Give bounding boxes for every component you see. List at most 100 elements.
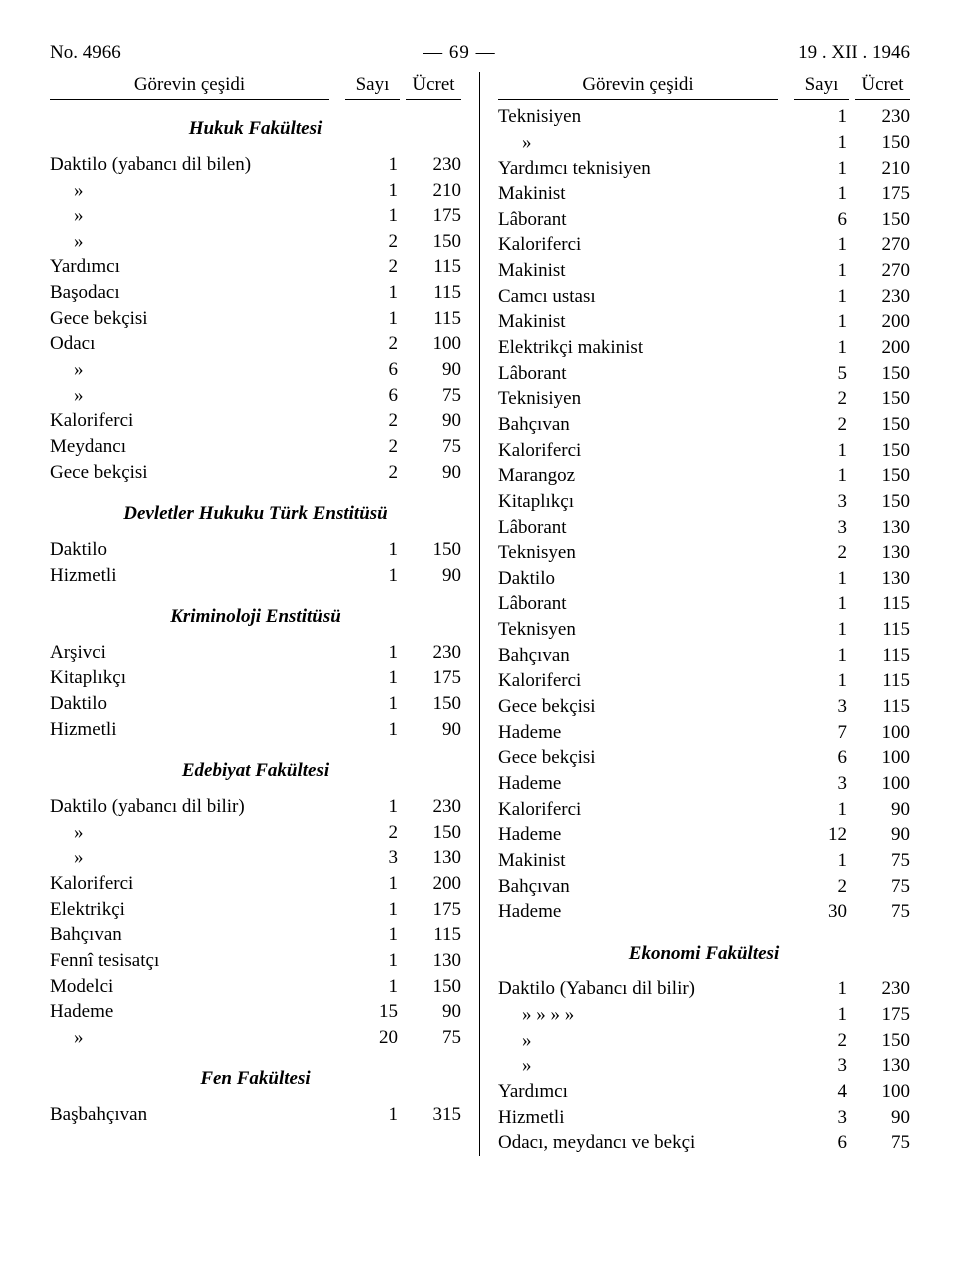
table-row: »690	[50, 357, 461, 383]
row-sayi: 3	[797, 771, 855, 797]
row-sayi: 1	[348, 537, 406, 563]
row-sayi: 1	[797, 181, 855, 207]
row-ucret: 315	[406, 1102, 461, 1128]
row-ucret: 75	[855, 848, 910, 874]
row-ucret: 75	[406, 434, 461, 460]
row-ucret: 90	[406, 717, 461, 743]
row-name: Daktilo	[50, 537, 348, 563]
row-sayi: 3	[797, 694, 855, 720]
row-ucret: 150	[855, 386, 910, 412]
table-row: Daktilo1150	[50, 691, 461, 717]
row-name: Makinist	[498, 258, 797, 284]
row-name: Hademe	[498, 720, 797, 746]
row-name: Hizmetli	[498, 1105, 797, 1131]
table-row: »1210	[50, 178, 461, 204]
table-row: Bahçıvan2150	[498, 412, 910, 438]
left-column-head: Görevin çeşidi Sayı Ücret	[50, 72, 461, 101]
row-ucret: 150	[406, 820, 461, 846]
row-sayi: 3	[348, 845, 406, 871]
table-row: Daktilo1150	[50, 537, 461, 563]
table-row: Odacı, meydancı ve bekçi675	[498, 1130, 910, 1156]
doc-date: 19 . XII . 1946	[798, 40, 910, 66]
row-ucret: 115	[855, 617, 910, 643]
row-sayi: 1	[348, 640, 406, 666]
row-sayi: 4	[797, 1079, 855, 1105]
table-row: Başbahçıvan1315	[50, 1102, 461, 1128]
table-row: Makinist1270	[498, 258, 910, 284]
col-head-ucret: Ücret	[855, 72, 910, 101]
row-ucret: 150	[855, 412, 910, 438]
row-sayi: 1	[797, 591, 855, 617]
row-name: Hademe	[50, 999, 348, 1025]
row-ucret: 210	[406, 178, 461, 204]
table-row: Meydancı275	[50, 434, 461, 460]
table-row: Hizmetli390	[498, 1105, 910, 1131]
row-ucret: 175	[855, 181, 910, 207]
row-ucret: 115	[406, 922, 461, 948]
row-ucret: 200	[406, 871, 461, 897]
row-sayi: 1	[348, 152, 406, 178]
section-title: Kriminoloji Enstitüsü	[50, 604, 461, 630]
col-head-sayi: Sayı	[794, 72, 849, 101]
row-sayi: 1	[348, 922, 406, 948]
row-ucret: 230	[406, 794, 461, 820]
row-ucret: 90	[855, 822, 910, 848]
row-ucret: 100	[855, 771, 910, 797]
table-row: Teknisiyen1230	[498, 104, 910, 130]
table-row: Yardımcı teknisiyen1210	[498, 156, 910, 182]
row-sayi: 1	[348, 178, 406, 204]
table-row: Odacı2100	[50, 331, 461, 357]
row-name: »	[50, 383, 348, 409]
table-row: Teknisyen2130	[498, 540, 910, 566]
row-ucret: 90	[406, 357, 461, 383]
row-ucret: 150	[855, 438, 910, 464]
row-sayi: 1	[797, 335, 855, 361]
row-sayi: 1	[797, 438, 855, 464]
row-sayi: 1	[797, 463, 855, 489]
row-sayi: 3	[797, 1053, 855, 1079]
row-sayi: 2	[797, 1028, 855, 1054]
row-ucret: 150	[855, 489, 910, 515]
table-row: Lâborant1115	[498, 591, 910, 617]
table-row: Gece bekçisi290	[50, 460, 461, 486]
right-column: Görevin çeşidi Sayı Ücret Teknisiyen1230…	[480, 72, 910, 1156]
row-ucret: 150	[855, 207, 910, 233]
table-row: »675	[50, 383, 461, 409]
row-ucret: 100	[855, 745, 910, 771]
table-row: » » » »1175	[498, 1002, 910, 1028]
section-title: Fen Fakültesi	[50, 1066, 461, 1092]
row-name: Daktilo (yabancı dil bilir)	[50, 794, 348, 820]
row-sayi: 6	[348, 383, 406, 409]
row-ucret: 100	[855, 1079, 910, 1105]
row-name: Modelci	[50, 974, 348, 1000]
row-name: Kaloriferci	[50, 408, 348, 434]
row-ucret: 230	[406, 640, 461, 666]
row-ucret: 150	[406, 974, 461, 1000]
row-sayi: 1	[797, 848, 855, 874]
row-sayi: 1	[348, 871, 406, 897]
table-row: Arşivci1230	[50, 640, 461, 666]
left-column-body: Hukuk FakültesiDaktilo (yabancı dil bile…	[50, 116, 461, 1127]
table-row: Yardımcı4100	[498, 1079, 910, 1105]
table-row: Daktilo1130	[498, 566, 910, 592]
row-ucret: 100	[855, 720, 910, 746]
row-ucret: 270	[855, 232, 910, 258]
row-ucret: 75	[855, 874, 910, 900]
row-ucret: 115	[855, 591, 910, 617]
table-row: Teknisiyen2150	[498, 386, 910, 412]
row-sayi: 1	[797, 258, 855, 284]
row-ucret: 200	[855, 335, 910, 361]
table-row: Gece bekçisi6100	[498, 745, 910, 771]
row-ucret: 130	[855, 1053, 910, 1079]
row-ucret: 115	[855, 643, 910, 669]
table-row: Lâborant5150	[498, 361, 910, 387]
row-name: Gece bekçisi	[498, 694, 797, 720]
table-row: Yardımcı2115	[50, 254, 461, 280]
row-sayi: 1	[797, 797, 855, 823]
doc-number: No. 4966	[50, 40, 121, 66]
row-ucret: 75	[406, 383, 461, 409]
row-name: Camcı ustası	[498, 284, 797, 310]
table-row: »3130	[50, 845, 461, 871]
table-row: Hademe3075	[498, 899, 910, 925]
right-column-head: Görevin çeşidi Sayı Ücret	[498, 72, 910, 101]
